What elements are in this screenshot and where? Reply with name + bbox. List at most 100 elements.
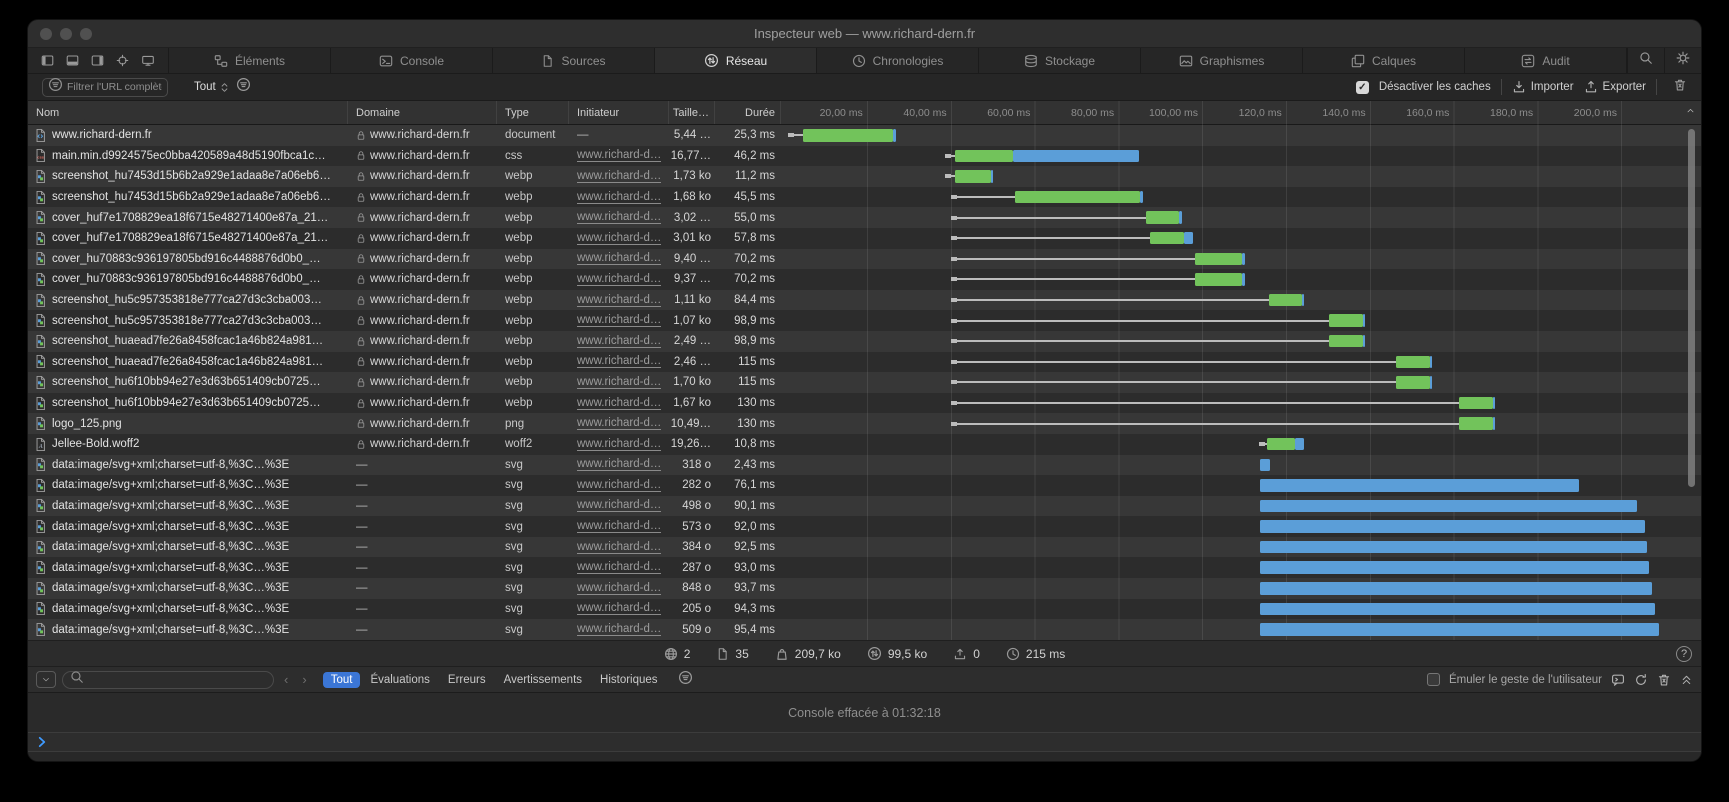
clear-network-button[interactable] bbox=[1667, 78, 1693, 97]
console-scope-erreurs[interactable]: Erreurs bbox=[447, 673, 486, 686]
initiator-link[interactable]: www.richard-d… bbox=[577, 149, 662, 163]
network-request-row[interactable]: data:image/svg+xml;charset=utf-8,%3C…%3E… bbox=[28, 495, 1701, 517]
network-request-row[interactable]: data:image/svg+xml;charset=utf-8,%3C…%3E… bbox=[28, 619, 1701, 640]
initiator-link[interactable]: www.richard-d… bbox=[577, 190, 662, 204]
tab-sources[interactable]: Sources bbox=[493, 48, 655, 73]
tab-elements[interactable]: Éléments bbox=[169, 48, 331, 73]
waterfall-blue-segment bbox=[1259, 520, 1646, 533]
close-button[interactable] bbox=[40, 27, 52, 40]
initiator-link[interactable]: www.richard-d… bbox=[577, 355, 662, 369]
console-filter-box-button[interactable] bbox=[36, 671, 56, 688]
column-header-type[interactable]: Type bbox=[497, 101, 569, 124]
network-request-row[interactable]: cover_hu70883c936197805bd916c4488876d0b0… bbox=[28, 248, 1701, 270]
network-request-row[interactable]: data:image/svg+xml;charset=utf-8,%3C…%3E… bbox=[28, 516, 1701, 537]
console-search-field[interactable] bbox=[62, 670, 274, 689]
column-header-duration[interactable]: Durée bbox=[715, 101, 781, 124]
search-button[interactable] bbox=[1627, 48, 1664, 73]
initiator-link[interactable]: www.richard-d… bbox=[577, 293, 662, 307]
network-request-row[interactable]: data:image/svg+xml;charset=utf-8,%3C…%3E… bbox=[28, 557, 1701, 579]
console-scope-historiques[interactable]: Historiques bbox=[600, 673, 658, 686]
initiator-link[interactable]: www.richard-d… bbox=[577, 602, 662, 616]
network-request-row[interactable]: screenshot_hu6f10bb94e27e3d63b651409cb07… bbox=[28, 392, 1701, 414]
tab-layers[interactable]: Calques bbox=[1303, 48, 1465, 73]
initiator-link[interactable]: www.richard-d… bbox=[577, 540, 662, 554]
network-request-row[interactable]: screenshot_hu7453d15b6b2a929e1adaa8e7a06… bbox=[28, 166, 1701, 187]
zoom-button[interactable] bbox=[80, 27, 92, 40]
tab-audit[interactable]: Audit bbox=[1465, 48, 1627, 73]
console-prompt[interactable] bbox=[28, 732, 1701, 752]
initiator-link[interactable]: www.richard-d… bbox=[577, 499, 662, 513]
initiator-link[interactable]: www.richard-d… bbox=[577, 231, 662, 245]
initiator-link[interactable]: www.richard-d… bbox=[577, 520, 662, 534]
collapse-console-icon[interactable] bbox=[1680, 673, 1693, 686]
disable-caches-checkbox[interactable]: ✓ bbox=[1355, 80, 1369, 94]
tab-console[interactable]: Console bbox=[331, 48, 493, 73]
console-scope-avertissements[interactable]: Avertissements bbox=[503, 673, 583, 686]
preserve-log-icon[interactable] bbox=[1634, 673, 1648, 687]
network-request-row[interactable]: screenshot_huaead7fe26a8458fcac1a46b824a… bbox=[28, 351, 1701, 373]
console-filter-options-button[interactable] bbox=[672, 670, 699, 690]
console-scope-tout[interactable]: Tout bbox=[322, 671, 361, 688]
network-request-row[interactable]: cover_huf7e1708829ea18f6715e48271400e87a… bbox=[28, 227, 1701, 249]
network-request-row[interactable]: data:image/svg+xml;charset=utf-8,%3C…%3E… bbox=[28, 454, 1701, 476]
network-request-row[interactable]: screenshot_huaead7fe26a8458fcac1a46b824a… bbox=[28, 330, 1701, 352]
network-request-row[interactable]: data:image/svg+xml;charset=utf-8,%3C…%3E… bbox=[28, 598, 1701, 620]
import-button[interactable]: Importer bbox=[1512, 80, 1574, 94]
initiator-link[interactable]: www.richard-d… bbox=[577, 211, 662, 225]
tab-storage[interactable]: Stockage bbox=[979, 48, 1141, 73]
network-request-row[interactable]: screenshot_hu7453d15b6b2a929e1adaa8e7a06… bbox=[28, 186, 1701, 208]
network-request-row[interactable]: screenshot_hu5c957353818e777ca27d3c3cba0… bbox=[28, 310, 1701, 331]
tab-clock[interactable]: Chronologies bbox=[817, 48, 979, 73]
initiator-link[interactable]: www.richard-d… bbox=[577, 314, 662, 328]
column-header-size[interactable]: Taille… bbox=[669, 101, 715, 124]
next-result-button[interactable]: › bbox=[302, 672, 307, 687]
initiator-link[interactable]: www.richard-d… bbox=[577, 272, 662, 286]
initiator-link[interactable]: www.richard-d… bbox=[577, 252, 662, 266]
tab-graphics[interactable]: Graphismes bbox=[1141, 48, 1303, 73]
network-request-row[interactable]: A Jellee-Bold.woff2 www.richard-dern.fr wof… bbox=[28, 433, 1701, 455]
initiator-link[interactable]: www.richard-d… bbox=[577, 417, 662, 431]
filter-options-button[interactable] bbox=[230, 77, 257, 97]
network-request-row[interactable]: data:image/svg+xml;charset=utf-8,%3C…%3E… bbox=[28, 475, 1701, 496]
url-filter-field[interactable] bbox=[42, 77, 168, 97]
resource-scope-dropdown[interactable]: Tout bbox=[194, 81, 230, 94]
column-header-domain[interactable]: Domaine bbox=[348, 101, 497, 124]
initiator-link[interactable]: www.richard-d… bbox=[577, 396, 662, 410]
initiator-link[interactable]: www.richard-d… bbox=[577, 581, 662, 595]
network-request-row[interactable]: logo_125.png www.richard-dern.fr png www.ri… bbox=[28, 413, 1701, 434]
network-request-row[interactable]: screenshot_hu6f10bb94e27e3d63b651409cb07… bbox=[28, 372, 1701, 393]
settings-button[interactable] bbox=[1664, 48, 1701, 73]
initiator-link[interactable]: www.richard-d… bbox=[577, 561, 662, 575]
network-request-row[interactable]: www.richard-dern.fr www.richard-dern.fr do… bbox=[28, 125, 1701, 146]
url-filter-input[interactable] bbox=[67, 81, 162, 93]
previous-result-button[interactable]: ‹ bbox=[284, 672, 289, 687]
column-header-name[interactable]: Nom bbox=[28, 101, 348, 124]
console-search-input[interactable] bbox=[88, 673, 266, 686]
vertical-scrollbar[interactable] bbox=[1688, 129, 1695, 487]
initiator-link[interactable]: www.richard-d… bbox=[577, 458, 662, 472]
initiator-link[interactable]: www.richard-d… bbox=[577, 375, 662, 389]
initiator-link[interactable]: www.richard-d… bbox=[577, 169, 662, 183]
initiator-link[interactable]: www.richard-d… bbox=[577, 478, 662, 492]
request-initiator-cell: www.richard-d… bbox=[569, 619, 669, 640]
console-scope-évaluations[interactable]: Évaluations bbox=[370, 673, 430, 686]
network-request-row[interactable]: screenshot_hu5c957353818e777ca27d3c3cba0… bbox=[28, 289, 1701, 311]
network-request-row[interactable]: cover_hu70883c936197805bd916c4488876d0b0… bbox=[28, 269, 1701, 290]
help-button[interactable]: ? bbox=[1676, 645, 1692, 662]
console-messages-icon[interactable] bbox=[1611, 673, 1625, 687]
initiator-link[interactable]: www.richard-d… bbox=[577, 623, 662, 637]
clear-console-icon[interactable] bbox=[1657, 673, 1671, 687]
network-request-row[interactable]: css main.min.d9924575ec0bba420589a48d5190… bbox=[28, 145, 1701, 167]
network-request-row[interactable]: data:image/svg+xml;charset=utf-8,%3C…%3E… bbox=[28, 536, 1701, 558]
initiator-link[interactable]: www.richard-d… bbox=[577, 437, 662, 451]
chevron-up-icon[interactable] bbox=[1685, 106, 1696, 115]
network-request-row[interactable]: cover_huf7e1708829ea18f6715e48271400e87a… bbox=[28, 207, 1701, 228]
initiator-link[interactable]: www.richard-d… bbox=[577, 334, 662, 348]
minimize-button[interactable] bbox=[60, 27, 72, 40]
column-header-initiator[interactable]: Initiateur bbox=[569, 101, 669, 124]
elements-icon bbox=[214, 54, 228, 68]
export-button[interactable]: Exporter bbox=[1584, 80, 1646, 94]
emulate-user-gesture-checkbox[interactable] bbox=[1426, 673, 1440, 686]
network-request-row[interactable]: data:image/svg+xml;charset=utf-8,%3C…%3E… bbox=[28, 578, 1701, 599]
tab-network[interactable]: Réseau bbox=[655, 48, 817, 73]
